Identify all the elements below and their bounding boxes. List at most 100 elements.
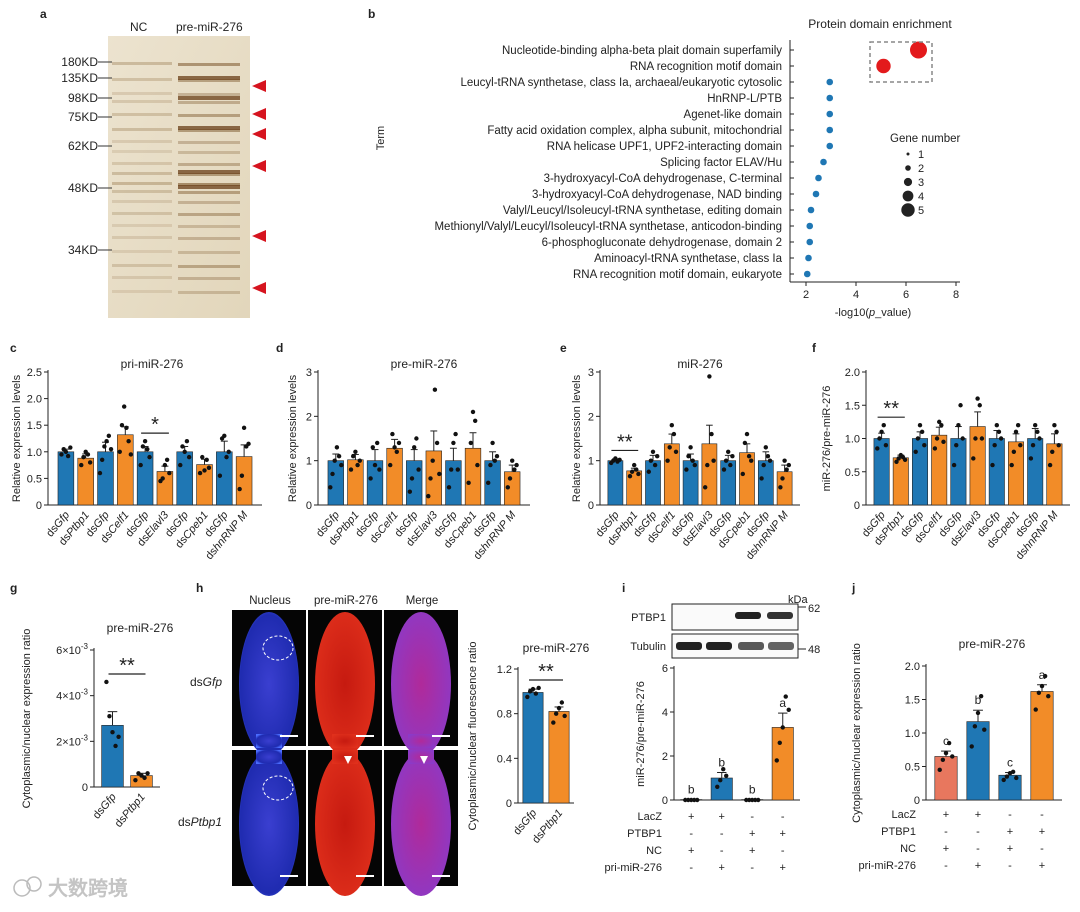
- marker-label: 75KD: [68, 110, 98, 124]
- data-point: [715, 784, 720, 789]
- data-point: [475, 462, 480, 468]
- panel-c-chart: pri-miR-276 0 0.5 1.0 1.5 2.0 2.5 Relative expr…: [11, 357, 262, 562]
- data-point: [466, 480, 471, 486]
- gel-band: [178, 79, 240, 82]
- data-point: [1028, 456, 1034, 461]
- data-point: [119, 423, 125, 428]
- data-point: [979, 436, 985, 441]
- data-point: [975, 396, 980, 401]
- data-point: [104, 679, 109, 685]
- data-point: [368, 476, 373, 481]
- data-point: [1050, 449, 1055, 454]
- data-point: [946, 740, 952, 746]
- data-point: [937, 419, 942, 425]
- condition-sign: -: [976, 826, 980, 838]
- gel-band: [112, 150, 172, 153]
- data-point: [97, 470, 103, 476]
- data-point: [667, 445, 672, 450]
- y-tick-label: 2: [588, 411, 594, 423]
- gel-band: [112, 162, 172, 165]
- legend-dot: [906, 152, 910, 156]
- data-point: [434, 440, 440, 446]
- panel-j-chart: pre-miR-276 0 0.5 1.0 1.5 2.0 Cytoplasmic/nucl…: [851, 637, 1062, 823]
- arrowhead-icon: [344, 756, 352, 764]
- data-point: [79, 462, 84, 468]
- condition-sign: -: [976, 843, 980, 855]
- condition-label: LacZ: [638, 811, 663, 823]
- data-point: [108, 446, 114, 452]
- data-point: [1047, 462, 1053, 468]
- gel-band: [178, 183, 240, 186]
- data-point: [709, 431, 714, 437]
- watermark-logo-icon: [13, 879, 31, 897]
- gel-band: [112, 100, 172, 103]
- significance-star: **: [617, 431, 633, 453]
- data-point: [136, 771, 141, 776]
- data-point: [1037, 436, 1042, 441]
- y-tick-label: 6×10-3: [56, 642, 88, 657]
- gel-band: [178, 213, 240, 216]
- bar: [97, 451, 114, 506]
- data-point: [1018, 442, 1023, 448]
- y-tick-label: 4: [662, 707, 668, 719]
- kda-label: kDa: [788, 594, 808, 606]
- data-point: [430, 458, 435, 463]
- blot-label: PTBP1: [631, 612, 666, 624]
- y-tick-label: 1.0: [905, 728, 920, 740]
- data-point: [702, 485, 708, 490]
- y-axis-label: Cytoplasmic/nuclear expression ratio: [21, 629, 33, 809]
- data-point: [1004, 774, 1010, 779]
- y-tick-label: 0: [662, 795, 668, 807]
- data-point: [167, 470, 172, 476]
- y-axis-label: Relative expression levels: [287, 374, 299, 502]
- legend-label: 4: [918, 191, 924, 203]
- data-point: [104, 438, 109, 444]
- data-point: [728, 462, 733, 468]
- legend-label: 3: [918, 177, 924, 189]
- condition-sign: -: [689, 828, 693, 840]
- gel-band: [178, 251, 240, 254]
- condition-label: PTBP1: [627, 828, 662, 840]
- condition-sign: -: [781, 845, 785, 857]
- gel-band-strong: [178, 96, 240, 100]
- data-point: [85, 452, 91, 457]
- data-point: [197, 470, 203, 476]
- data-point: [803, 270, 811, 278]
- data-point: [514, 462, 519, 468]
- y-tick-label: 0: [506, 798, 512, 810]
- arrowhead-icon: [252, 128, 266, 140]
- data-point: [453, 431, 458, 437]
- gel-band: [112, 172, 172, 175]
- significance-star: **: [883, 398, 899, 420]
- bar: [464, 447, 482, 506]
- data-point: [780, 476, 785, 481]
- data-point: [1054, 429, 1059, 435]
- legend-dot: [901, 203, 915, 217]
- data-point: [954, 442, 959, 448]
- panel-i-western-blot: kDa PTBP1 Tubulin 62 48: [630, 594, 820, 659]
- data-point: [943, 750, 949, 756]
- data-point: [355, 462, 360, 468]
- y-tick-label: 0: [588, 500, 594, 512]
- data-point: [815, 174, 822, 182]
- data-point: [692, 462, 698, 468]
- data-point: [164, 457, 170, 462]
- legend-dot: [902, 190, 914, 202]
- data-point: [632, 462, 637, 468]
- condition-sign: -: [720, 845, 724, 857]
- data-point: [81, 454, 86, 460]
- y-tick-label: 0.4: [497, 753, 512, 765]
- arrowhead-icon: [252, 80, 266, 92]
- data-point: [1014, 775, 1019, 781]
- data-point: [102, 444, 107, 449]
- data-point: [826, 126, 834, 134]
- condition-sign: +: [719, 862, 725, 874]
- data-point: [1056, 442, 1061, 448]
- data-point: [1052, 423, 1057, 428]
- data-point: [786, 462, 792, 468]
- panel-b-dotplot: Protein domain enrichment 2 4 6 8 -log10(p_va…: [375, 17, 960, 319]
- condition-sign: +: [943, 809, 949, 821]
- panel-letter-e: e: [560, 341, 567, 355]
- row-label: dsPtbp1: [178, 815, 222, 829]
